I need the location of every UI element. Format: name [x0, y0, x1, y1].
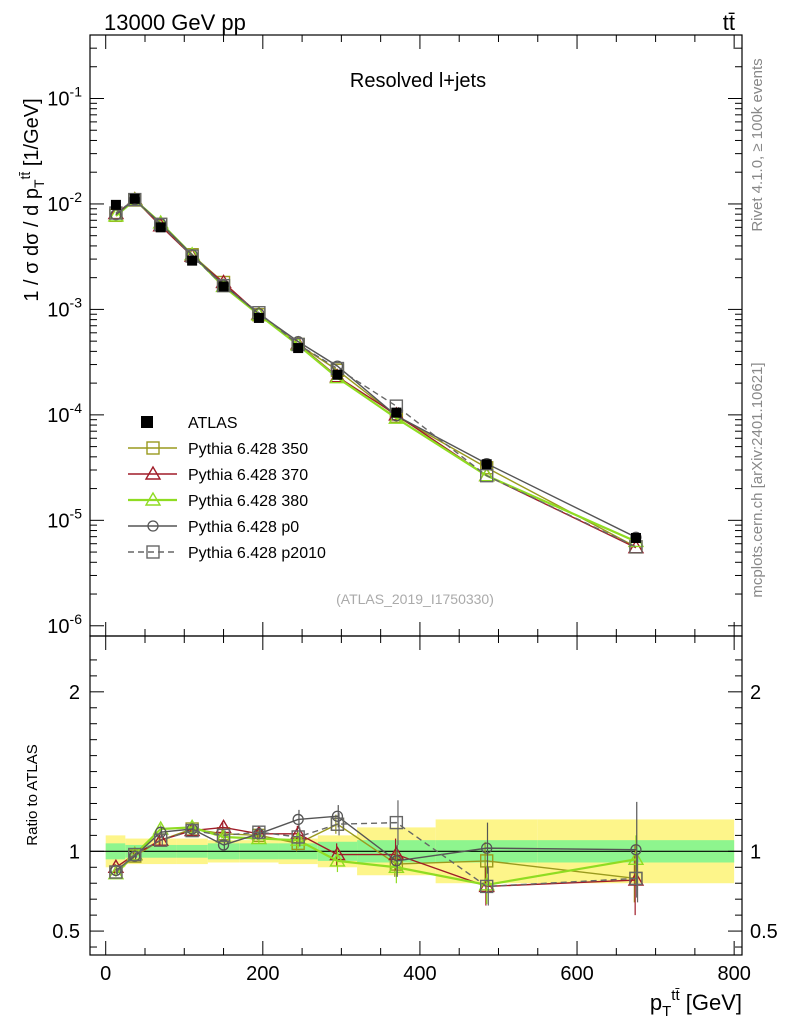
ratio-point — [185, 823, 199, 838]
x-tick-label: 400 — [403, 963, 436, 985]
ratio-y-tick-label: 0.5 — [52, 921, 80, 943]
data-point — [128, 192, 142, 207]
x-tick-label: 800 — [717, 963, 750, 985]
series-line — [115, 198, 637, 548]
data-point — [107, 207, 125, 222]
x-tick-label: 600 — [560, 963, 593, 985]
legend-marker — [144, 465, 162, 480]
y-axis-title-text: 1 / σ dσ / d pTtt̄ [1/GeV] — [17, 98, 47, 301]
x-tick-label: 200 — [246, 963, 279, 985]
x-tick-label: 0 — [100, 963, 111, 985]
ratio-point — [128, 847, 142, 862]
legend-marker — [147, 520, 159, 532]
atlas-point — [110, 199, 121, 210]
legend-label-atlas: ATLAS — [188, 415, 238, 432]
x-axis-title: pTtt̄ [GeV] — [650, 987, 742, 1020]
legend-label: Pythia 6.428 p0 — [188, 519, 299, 536]
legend-marker-atlas — [141, 416, 153, 428]
y-tick-label: 10-3 — [47, 294, 82, 321]
y-axis-title: 1 / σ dσ / d pTtt̄ [1/GeV] — [17, 98, 47, 301]
main-panel: 10-6 10-5 10-4 10-3 10-2 10-1 — [47, 34, 743, 955]
ratio-point — [252, 825, 266, 839]
ratio-point — [291, 830, 305, 844]
data-point — [479, 468, 494, 483]
ratio-y-tick-label: 1 — [69, 841, 80, 863]
ratio-point — [629, 871, 643, 886]
ratio-point — [331, 810, 344, 822]
ratio-point — [627, 850, 645, 865]
series-3 — [110, 193, 642, 543]
ratio-point — [330, 817, 345, 831]
ratio-point — [153, 833, 168, 847]
ratio-point — [388, 858, 405, 873]
atlas-point — [155, 222, 166, 233]
atlas-point — [630, 532, 641, 543]
ratio-frame — [89, 635, 743, 956]
atlas-reference — [110, 193, 641, 543]
ratio-series-line — [115, 815, 636, 872]
legend-marker — [146, 545, 160, 559]
ratio-y-tick-label-right: 0.5 — [750, 921, 778, 943]
ratio-series-line — [115, 821, 636, 888]
ratio-point — [155, 826, 167, 838]
atlas-point — [218, 281, 229, 292]
atlas-point — [253, 312, 264, 323]
atlas-point — [391, 407, 402, 418]
y-tick-label: 10-6 — [47, 611, 82, 638]
y-tick-label: 10-2 — [47, 189, 82, 216]
ratio-point — [109, 865, 123, 879]
y-tick-label: 10-4 — [47, 400, 82, 427]
atlas-point — [293, 343, 304, 354]
ratio-point — [289, 831, 307, 846]
analysis-id: (ATLAS_2019_I1750330) — [336, 591, 494, 607]
ratio-y-tick-label-right: 2 — [750, 682, 761, 704]
ratio-y-tick-label-right: 1 — [750, 841, 761, 863]
ratio-point — [217, 839, 230, 851]
atlas-point — [481, 459, 492, 470]
x-axis-title-text: pTtt̄ [GeV] — [650, 987, 742, 1020]
ratio-point — [630, 844, 642, 856]
ratio-y-axis-title: Ratio to ATLAS — [24, 744, 41, 845]
ratio-y-tick-label: 2 — [69, 682, 80, 704]
atlas-point — [332, 369, 343, 380]
process-label: tt̄ — [723, 10, 735, 35]
ratio-series-4 — [109, 800, 643, 906]
ratio-point — [216, 828, 231, 843]
ratio-point — [390, 855, 403, 867]
legend-marker — [144, 491, 162, 506]
ratio-point — [481, 842, 493, 854]
ratio-point — [479, 879, 494, 894]
atlas-point — [129, 193, 140, 204]
legend-label: Pythia 6.428 370 — [188, 467, 308, 484]
legend-label: Pythia 6.428 350 — [188, 441, 308, 458]
ratio-point — [329, 852, 346, 867]
y-tick-label: 10-5 — [47, 505, 82, 532]
legend-label: Pythia 6.428 380 — [188, 493, 308, 510]
data-point — [478, 467, 495, 482]
chart-title: Resolved l+jets — [350, 70, 486, 92]
ratio-point — [152, 831, 169, 846]
mcplots-label: mcplots.cern.ch [arXiv:2401.10621] — [749, 362, 766, 597]
ratio-series-3 — [110, 801, 642, 898]
data-point — [216, 278, 231, 293]
legend: ATLAS Pythia 6.428 350 Pythia 6.428 370 Pyt… — [128, 415, 326, 562]
rivet-label: Rivet 4.1.0, ≥ 100k events — [749, 58, 766, 231]
y-tick-label: 10-1 — [47, 83, 82, 110]
ratio-point — [389, 815, 404, 830]
legend-label: Pythia 6.428 p2010 — [188, 545, 326, 562]
ratio-point — [292, 813, 304, 826]
energy-label: 13000 GeV pp — [104, 10, 246, 35]
atlas-point — [187, 255, 198, 266]
legend-marker — [146, 441, 160, 455]
